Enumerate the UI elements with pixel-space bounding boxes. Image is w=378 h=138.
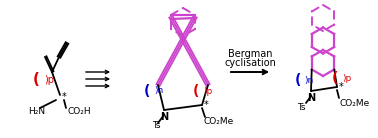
Text: *: * (204, 100, 209, 110)
Text: CO₂Me: CO₂Me (204, 116, 234, 125)
Text: H₂N: H₂N (28, 108, 45, 116)
Text: *: * (339, 82, 344, 92)
Text: cyclisation: cyclisation (224, 58, 276, 68)
Text: (: ( (332, 71, 338, 85)
Text: )p: )p (342, 74, 352, 83)
Text: CO₂H: CO₂H (68, 108, 91, 116)
Text: )n: )n (305, 76, 314, 85)
Text: *: * (62, 92, 67, 102)
Text: Bergman: Bergman (228, 49, 272, 59)
Text: N: N (307, 93, 315, 103)
Text: )n: )n (154, 87, 163, 95)
Text: Ts: Ts (297, 104, 305, 112)
Text: (: ( (193, 84, 199, 98)
Text: N: N (160, 112, 168, 122)
Text: )p: )p (44, 75, 54, 85)
Text: (: ( (144, 84, 150, 98)
Text: Ts: Ts (152, 121, 160, 131)
Text: CO₂Me: CO₂Me (339, 99, 369, 108)
Text: )p: )p (203, 87, 212, 95)
Text: (: ( (33, 72, 39, 87)
Text: (: ( (294, 73, 301, 87)
